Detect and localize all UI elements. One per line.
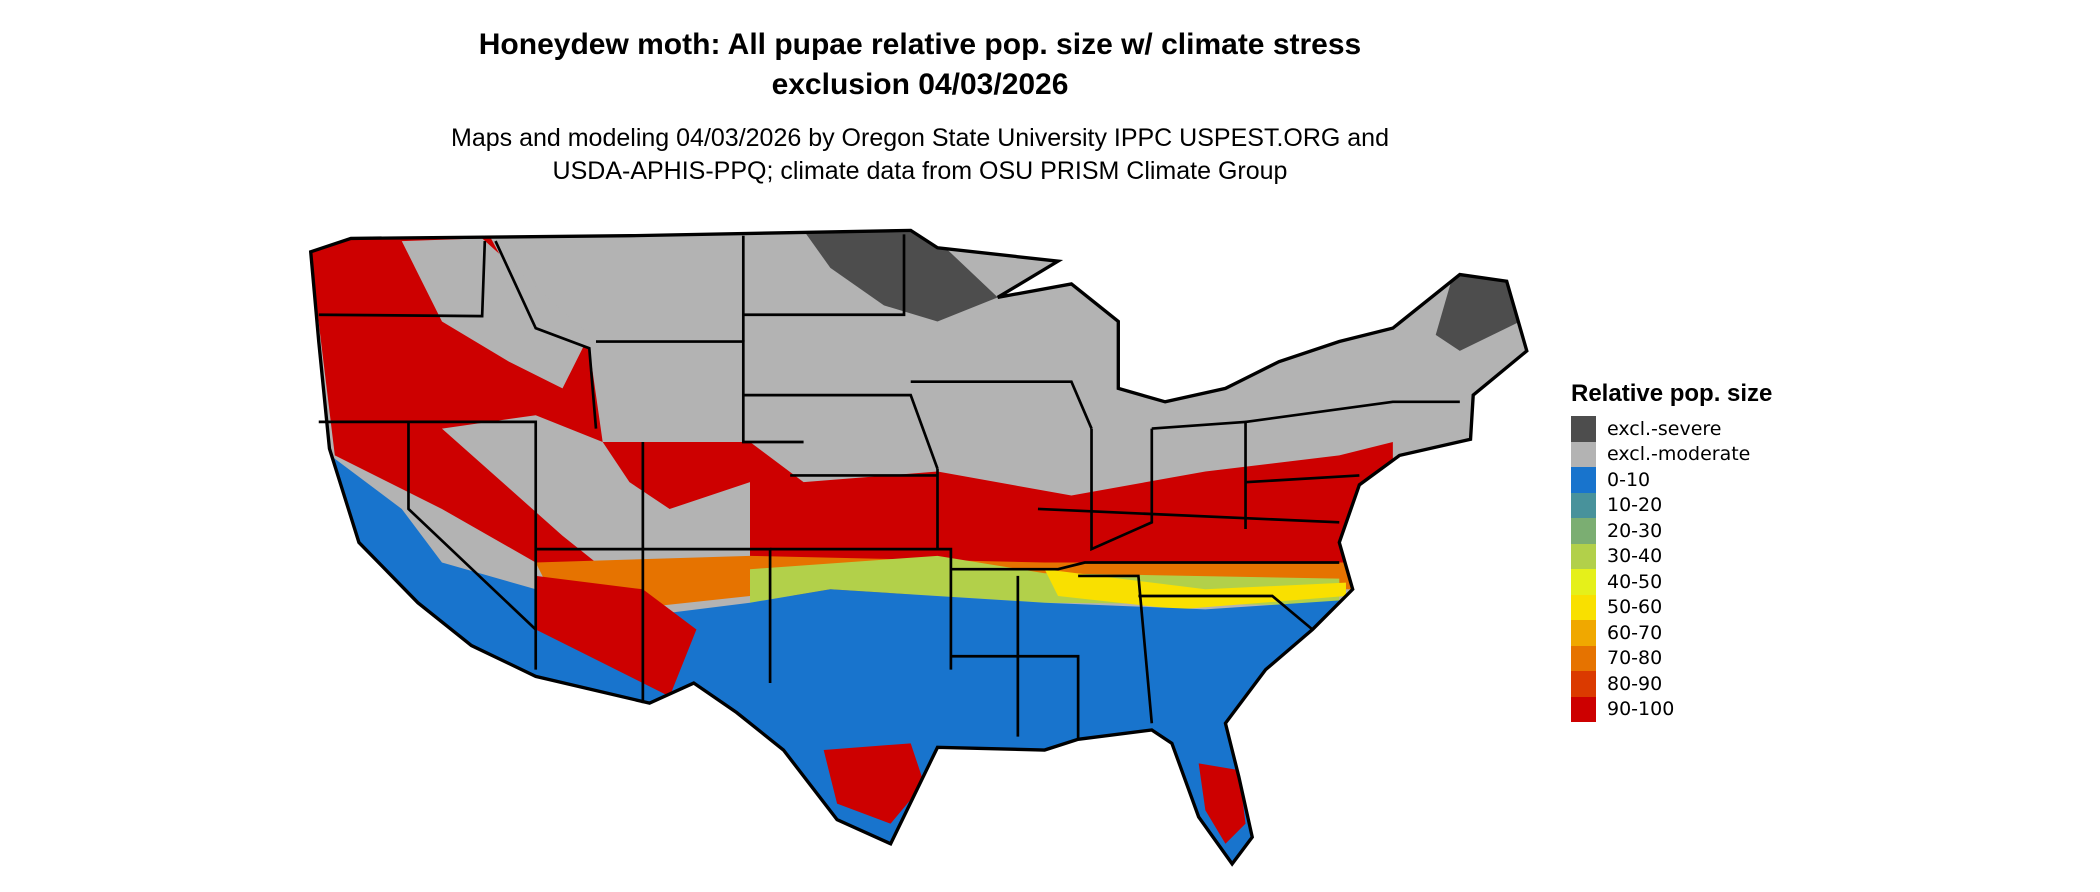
legend-item: 0-10 bbox=[1571, 467, 1772, 493]
legend-label: 0-10 bbox=[1607, 468, 1651, 491]
region-90-100-arizona bbox=[535, 575, 697, 697]
region-excl-moderate-idaho-mt bbox=[401, 238, 590, 389]
region-excl-moderate-utah-co bbox=[441, 415, 750, 590]
legend-item: excl.-severe bbox=[1571, 416, 1772, 442]
legend-item: 50-60 bbox=[1571, 594, 1772, 620]
legend-label: 40-50 bbox=[1607, 570, 1663, 593]
legend-item: 70-80 bbox=[1571, 645, 1772, 671]
region-excl-severe-minnesota bbox=[803, 230, 998, 322]
region-90-100-south-texas bbox=[823, 743, 925, 824]
legend-swatch bbox=[1571, 569, 1596, 595]
legend-title: Relative pop. size bbox=[1571, 380, 1773, 407]
state-borders bbox=[318, 234, 1460, 740]
legend-swatch bbox=[1571, 696, 1596, 722]
legend-swatch bbox=[1571, 416, 1596, 442]
legend-swatch bbox=[1571, 441, 1596, 467]
map-subtitle-line-2: USDA-APHIS-PPQ; climate data from OSU PR… bbox=[552, 157, 1288, 185]
legend-label: 10-20 bbox=[1607, 494, 1663, 517]
legend-swatch bbox=[1571, 620, 1596, 646]
legend-item: 10-20 bbox=[1571, 492, 1772, 518]
legend-swatch bbox=[1571, 671, 1596, 697]
legend-label: 60-70 bbox=[1607, 621, 1663, 644]
legend-swatch bbox=[1571, 518, 1596, 544]
legend-label: 30-40 bbox=[1607, 545, 1663, 568]
region-90-100-south-florida bbox=[1198, 763, 1246, 844]
legend-item: 30-40 bbox=[1571, 543, 1772, 569]
legend-label: 50-60 bbox=[1607, 596, 1663, 619]
legend-item: excl.-moderate bbox=[1571, 441, 1772, 467]
legend-item: 80-90 bbox=[1571, 671, 1772, 697]
region-excl-severe-maine bbox=[1435, 274, 1521, 351]
legend-label: 70-80 bbox=[1607, 647, 1663, 670]
legend-swatch bbox=[1571, 543, 1596, 569]
map-subtitle-line-1: Maps and modeling 04/03/2026 by Oregon S… bbox=[451, 124, 1389, 152]
legend-label: excl.-moderate bbox=[1607, 443, 1751, 466]
legend-swatch bbox=[1571, 594, 1596, 620]
legend-item: 60-70 bbox=[1571, 620, 1772, 646]
legend: Relative pop. size excl.-severe excl.-mod… bbox=[1571, 380, 1772, 722]
legend-swatch bbox=[1571, 645, 1596, 671]
region-50-60-band bbox=[1044, 569, 1346, 610]
legend-item: 40-50 bbox=[1571, 569, 1772, 595]
map-title-line-2: exclusion 04/03/2026 bbox=[771, 68, 1069, 101]
legend-swatch bbox=[1571, 492, 1596, 518]
legend-swatch bbox=[1571, 467, 1596, 493]
legend-item: 20-30 bbox=[1571, 518, 1772, 544]
legend-label: 20-30 bbox=[1607, 519, 1663, 542]
map-title-line-1: Honeydew moth: All pupae relative pop. s… bbox=[478, 28, 1362, 61]
legend-item: 90-100 bbox=[1571, 696, 1772, 722]
legend-label: 90-100 bbox=[1607, 698, 1675, 721]
legend-label: excl.-severe bbox=[1607, 417, 1722, 440]
legend-label: 80-90 bbox=[1607, 672, 1663, 695]
